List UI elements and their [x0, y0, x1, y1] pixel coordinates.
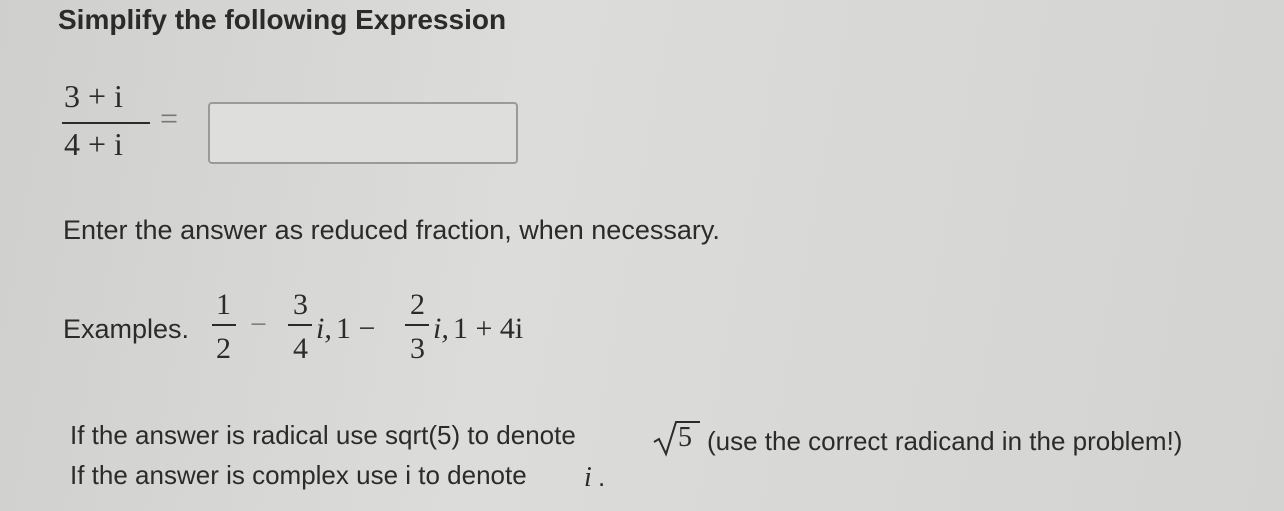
- example-numerator: 3: [293, 288, 308, 321]
- fraction-bar: [62, 122, 150, 124]
- example-denominator: 2: [216, 332, 231, 365]
- title: Simplify the following Expression: [58, 4, 507, 35]
- radical-note-tail: (use the correct radicand in the problem…: [707, 426, 1183, 456]
- example-numerator: 1: [216, 288, 231, 321]
- example-numerator: 2: [410, 288, 425, 321]
- example-denominator: 4: [293, 332, 308, 365]
- fraction-bar: [288, 324, 312, 326]
- radical-note: If the answer is radical use sqrt(5) to …: [70, 420, 576, 450]
- complex-symbol: i: [584, 462, 592, 493]
- example-third: 1 + 4i: [453, 312, 524, 345]
- complex-note-tail: .: [598, 462, 606, 492]
- fraction-bar: [405, 324, 429, 326]
- complex-note: If the answer is complex use i to denote: [70, 460, 527, 490]
- example-operator: −: [250, 308, 267, 341]
- example-lead: 1 −: [336, 312, 376, 345]
- denominator: 4 + i: [64, 126, 123, 162]
- numerator: 3 + i: [64, 78, 123, 114]
- instruction: Enter the answer as reduced fraction, wh…: [63, 215, 720, 245]
- answer-input[interactable]: [208, 102, 518, 164]
- radical-sign: [653, 421, 700, 457]
- example-suffix: i,: [316, 312, 332, 345]
- examples-label: Examples.: [63, 314, 190, 344]
- example-denominator: 3: [410, 332, 425, 365]
- equals-sign: =: [160, 100, 179, 136]
- example-suffix: i,: [433, 312, 449, 345]
- radicand: 5: [678, 422, 692, 453]
- fraction-bar: [212, 324, 236, 326]
